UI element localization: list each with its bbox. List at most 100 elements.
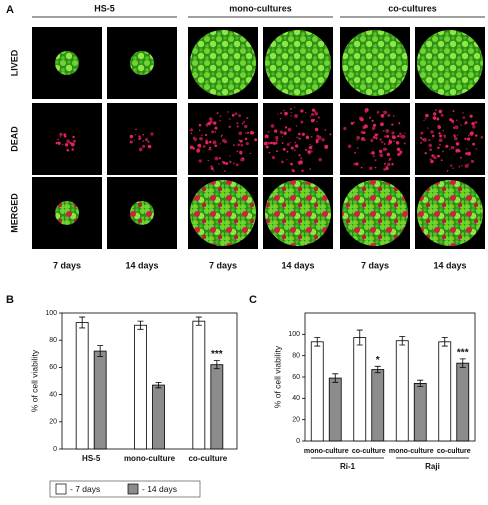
dead-cell xyxy=(64,143,69,147)
dead-cell xyxy=(474,121,478,124)
dead-cell xyxy=(396,147,401,152)
dead-cell xyxy=(464,137,467,141)
dead-cell xyxy=(442,150,444,153)
dead-cell xyxy=(264,134,269,139)
dead-cell xyxy=(131,141,134,144)
dead-cell xyxy=(150,132,154,136)
error-bar xyxy=(137,320,144,330)
error-bar xyxy=(97,345,104,357)
dead-cell xyxy=(321,138,325,142)
dead-cell xyxy=(199,136,203,141)
error-bar xyxy=(155,381,162,389)
dead-cell xyxy=(455,142,460,146)
dead-cell xyxy=(286,159,288,161)
dead-cell xyxy=(263,141,268,146)
dead-cell xyxy=(145,138,149,142)
dead-cell xyxy=(316,120,318,123)
dead-cell xyxy=(309,168,312,170)
dead-cell xyxy=(298,154,301,157)
dead-cell xyxy=(343,126,347,131)
dead-cell xyxy=(465,152,468,155)
dead-cell xyxy=(371,151,375,155)
dead-cell xyxy=(356,139,358,141)
spheroid xyxy=(190,180,256,246)
dead-cell xyxy=(245,132,247,134)
dead-cell xyxy=(432,155,436,159)
dead-cell xyxy=(308,145,313,150)
dead-cell xyxy=(268,151,271,154)
dead-cell xyxy=(196,149,200,153)
dead-cell xyxy=(283,109,285,112)
dead-cell xyxy=(427,127,429,129)
dead-cell xyxy=(379,153,384,158)
dead-cell xyxy=(453,134,456,137)
dead-cell xyxy=(294,114,298,118)
dead-cell xyxy=(440,113,444,117)
dead-cell xyxy=(232,162,235,165)
bar xyxy=(395,340,409,442)
dead-cell xyxy=(140,150,142,152)
y-tick-label: 100 xyxy=(288,331,300,338)
dead-cell xyxy=(311,108,316,112)
dead-cell xyxy=(277,113,279,115)
error-bar xyxy=(213,360,220,370)
dead-cell xyxy=(129,134,134,139)
dead-cell xyxy=(374,166,377,169)
dead-cell xyxy=(455,148,460,153)
dead-cell xyxy=(240,144,243,147)
dead-cell xyxy=(444,136,446,139)
micrograph xyxy=(32,103,102,175)
dead-cell xyxy=(377,133,380,135)
y-tick-label: 80 xyxy=(49,337,57,344)
dead-cell xyxy=(470,159,475,163)
dead-cell xyxy=(233,144,235,146)
dead-cell xyxy=(475,148,478,150)
dead-cell xyxy=(72,135,75,139)
x-tick-label: co-culture xyxy=(352,448,386,455)
dead-cell xyxy=(317,135,322,140)
dead-cell xyxy=(420,131,424,135)
dead-cell xyxy=(220,135,222,138)
y-tick-label: 80 xyxy=(292,353,300,360)
dead-cell xyxy=(472,125,476,129)
dead-cell xyxy=(192,136,196,140)
dead-cell xyxy=(460,124,462,126)
dead-cell xyxy=(209,148,212,151)
dead-cell xyxy=(318,157,322,162)
dead-cell xyxy=(218,157,221,160)
dead-cell xyxy=(375,137,378,140)
dead-cell xyxy=(386,135,390,138)
dead-cell xyxy=(72,139,76,143)
dead-cell xyxy=(295,144,299,148)
dead-cell xyxy=(244,137,248,141)
spheroid xyxy=(55,201,79,225)
dead-cell xyxy=(142,140,144,142)
dead-cell xyxy=(296,136,299,139)
dead-cell xyxy=(249,152,252,155)
dead-cell xyxy=(213,170,215,172)
dead-cell xyxy=(434,109,437,112)
dead-cell xyxy=(199,146,201,149)
dead-cell xyxy=(66,148,70,152)
dead-cell xyxy=(372,136,376,139)
dead-cell xyxy=(289,141,292,144)
dead-cell xyxy=(309,116,312,118)
bar xyxy=(75,322,89,450)
dead-cell xyxy=(357,147,359,149)
dead-cell xyxy=(276,150,278,153)
dead-cell xyxy=(273,129,278,133)
dead-cell xyxy=(436,117,440,121)
dead-cell xyxy=(454,125,459,130)
dead-cell xyxy=(461,165,463,167)
dead-cell xyxy=(294,141,297,144)
spheroid xyxy=(130,51,154,75)
significance: *** xyxy=(211,349,223,360)
dead-cell xyxy=(382,130,385,132)
dead-cell xyxy=(455,119,458,122)
dead-cell xyxy=(286,150,289,153)
spheroid xyxy=(342,30,408,96)
dead-cell xyxy=(314,127,319,132)
dead-cell xyxy=(404,132,406,134)
dead-cell xyxy=(198,129,201,132)
